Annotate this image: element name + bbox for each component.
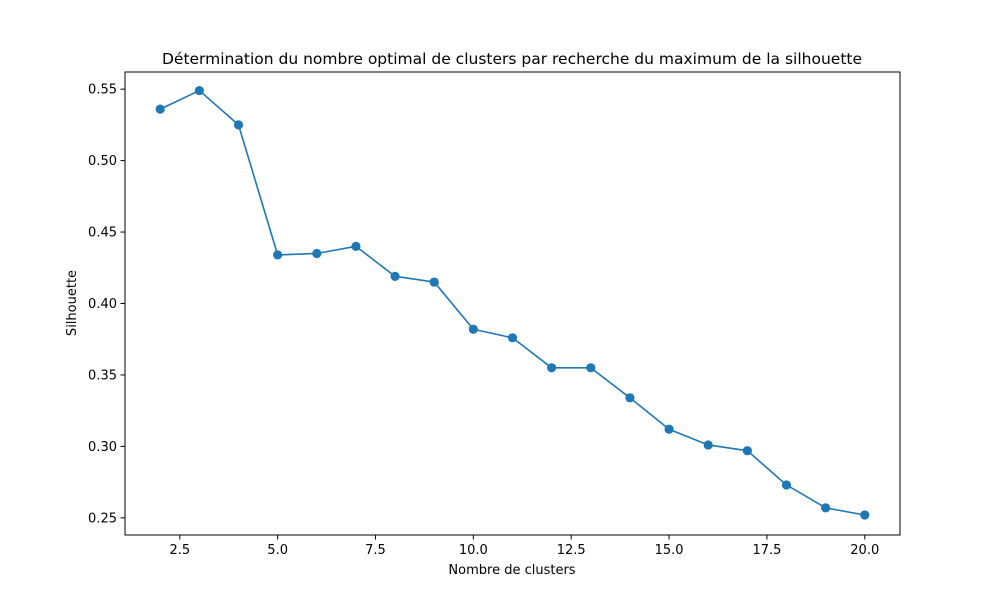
x-tick-label: 20.0 <box>850 543 879 558</box>
y-tick-label: 0.25 <box>88 511 117 526</box>
data-point <box>821 503 831 513</box>
data-point <box>625 393 635 403</box>
data-point <box>351 241 361 251</box>
chart-title: Détermination du nombre optimal de clust… <box>162 50 862 68</box>
data-point <box>703 440 713 450</box>
data-point <box>468 324 478 334</box>
x-tick-label: 12.5 <box>557 543 586 558</box>
x-tick-label: 5.0 <box>267 543 288 558</box>
plot-area: 2.5 5.0 7.5 10.0 12.5 15.0 17.5 20.0 0.25 0.30 0.3… <box>88 71 901 558</box>
x-tick-label: 15.0 <box>655 543 684 558</box>
series-line <box>159 89 865 516</box>
y-tick-label: 0.40 <box>88 297 117 312</box>
data-point <box>664 424 674 434</box>
y-axis-label: Silhouette <box>65 270 80 336</box>
data-point <box>742 446 752 456</box>
x-tick-label: 2.5 <box>169 543 190 558</box>
y-tick-label: 0.45 <box>88 226 117 241</box>
y-tick-label: 0.35 <box>88 368 117 383</box>
data-point <box>507 333 518 343</box>
data-point <box>781 480 792 490</box>
data-point <box>155 104 165 114</box>
y-tick-label: 0.55 <box>88 83 117 98</box>
data-point <box>233 120 244 130</box>
data-point <box>312 248 322 259</box>
data-point <box>547 363 557 373</box>
data-point <box>390 271 400 281</box>
x-tick-label: 10.0 <box>459 543 488 558</box>
x-tick-label: 7.5 <box>365 543 386 558</box>
data-point <box>273 250 283 260</box>
x-axis-label: Nombre de clusters <box>448 563 575 578</box>
data-point <box>586 363 596 373</box>
data-point <box>429 277 439 287</box>
data-point <box>194 85 204 96</box>
x-tick-label: 17.5 <box>752 543 781 558</box>
y-tick-label: 0.30 <box>88 440 117 455</box>
plot-frame <box>124 71 901 536</box>
data-point <box>860 510 870 520</box>
y-tick-label: 0.50 <box>88 154 117 169</box>
